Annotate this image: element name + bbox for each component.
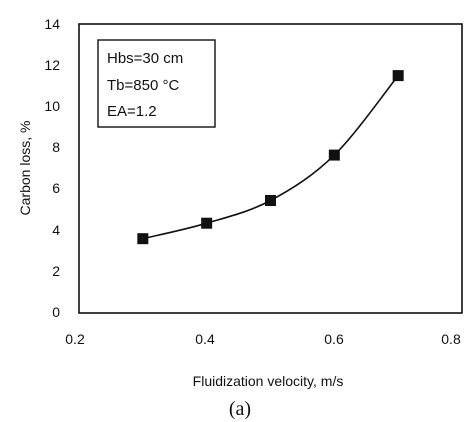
figure-caption: (a) [229, 398, 251, 420]
data-point-0.5 [265, 194, 276, 206]
series-layer [137, 70, 404, 245]
data-point-0.7 [392, 70, 404, 82]
y-tick-label-2: 2 [52, 263, 60, 279]
y-axis-label: Carbon loss, % [17, 121, 33, 216]
data-point-0.4 [201, 217, 213, 229]
annotation-box [97, 39, 216, 128]
x-tick-label-0.8: 0.8 [441, 331, 461, 347]
y-tick-label-10: 10 [44, 98, 60, 114]
y-tick-label-0: 0 [52, 304, 60, 320]
annotation-ea: EA=1.2 [107, 103, 157, 120]
x-tick-label-0.6: 0.6 [324, 331, 344, 347]
y-tick-label-12: 12 [44, 57, 60, 73]
x-tick-label-0.4: 0.4 [195, 331, 215, 347]
x-axis-label: Fluidization velocity, m/s [193, 373, 344, 389]
y-tick-label-8: 8 [52, 139, 60, 155]
data-point-0.3 [137, 233, 149, 245]
annotation-hbs: Hbs=30 cm [107, 50, 183, 67]
x-tick-label-0.2: 0.2 [65, 331, 85, 347]
data-point-0.6 [328, 149, 340, 161]
plot-frame [78, 23, 463, 314]
y-tick-label-6: 6 [52, 180, 60, 196]
y-tick-label-14: 14 [44, 16, 60, 32]
y-tick-label-4: 4 [52, 222, 60, 238]
annotation-tb: Tb=850 °C [107, 77, 179, 94]
